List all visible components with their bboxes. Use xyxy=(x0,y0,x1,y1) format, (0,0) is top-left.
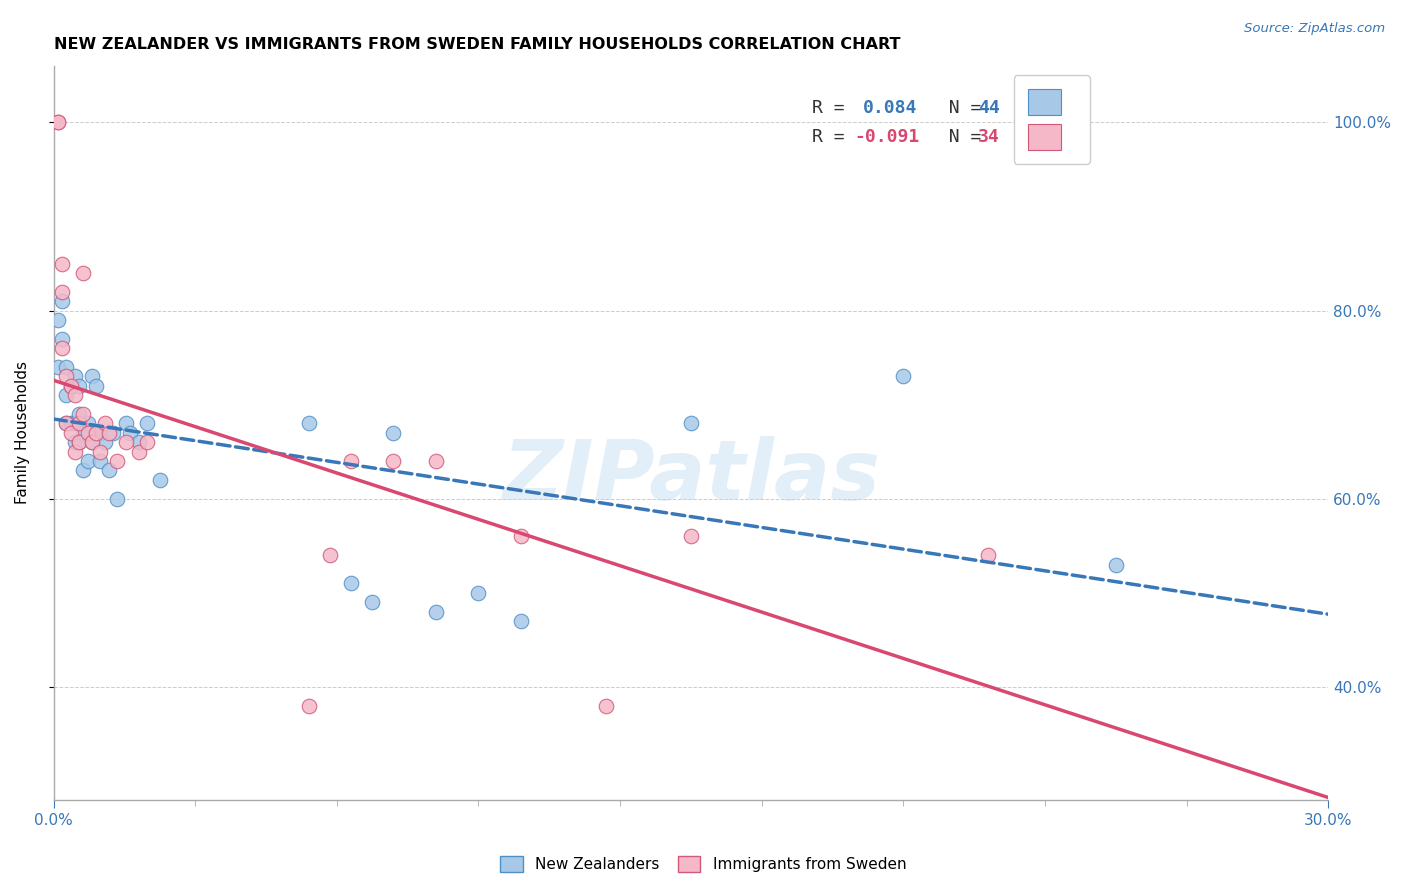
Point xyxy=(84,379,107,393)
Text: N =: N = xyxy=(927,99,991,117)
Text: R =: R = xyxy=(811,128,855,146)
Point xyxy=(297,417,319,431)
Point xyxy=(136,417,159,431)
Point xyxy=(59,379,82,393)
Point xyxy=(128,435,150,450)
Point xyxy=(136,435,159,450)
Point xyxy=(105,454,128,468)
Point xyxy=(80,369,103,384)
Point xyxy=(63,417,86,431)
Point xyxy=(977,548,1000,562)
Point xyxy=(84,425,107,440)
Text: ZIPatlas: ZIPatlas xyxy=(502,436,880,517)
Point xyxy=(55,417,77,431)
Point xyxy=(51,341,73,355)
Point xyxy=(67,379,90,393)
Point xyxy=(46,115,69,129)
Point xyxy=(340,454,363,468)
Point xyxy=(51,332,73,346)
Point xyxy=(63,369,86,384)
Point xyxy=(510,529,533,543)
Point xyxy=(382,454,405,468)
Text: R =: R = xyxy=(811,99,866,117)
Point xyxy=(55,417,77,431)
Point xyxy=(72,425,94,440)
Point xyxy=(1105,558,1128,572)
Point xyxy=(101,425,124,440)
Point xyxy=(63,435,86,450)
Point xyxy=(80,435,103,450)
Point xyxy=(72,407,94,421)
Point xyxy=(382,425,405,440)
Text: 34: 34 xyxy=(977,128,1000,146)
Point xyxy=(63,444,86,458)
Point xyxy=(46,115,69,129)
Point xyxy=(72,266,94,280)
Point xyxy=(319,548,342,562)
Point xyxy=(93,435,115,450)
Point xyxy=(97,425,120,440)
Text: Source: ZipAtlas.com: Source: ZipAtlas.com xyxy=(1244,22,1385,36)
Point xyxy=(97,463,120,477)
Point xyxy=(891,369,914,384)
Point xyxy=(67,435,90,450)
Point xyxy=(89,444,111,458)
Point xyxy=(114,417,136,431)
Point xyxy=(89,425,111,440)
Point xyxy=(679,417,702,431)
Point xyxy=(67,435,90,450)
Text: 0.084: 0.084 xyxy=(863,99,917,117)
Text: -0.091: -0.091 xyxy=(853,128,920,146)
Point xyxy=(51,285,73,299)
Point xyxy=(46,359,69,374)
Point xyxy=(679,529,702,543)
Point xyxy=(59,425,82,440)
Legend: New Zealanders, Immigrants from Sweden: New Zealanders, Immigrants from Sweden xyxy=(492,848,914,880)
Point xyxy=(425,454,447,468)
Point xyxy=(80,435,103,450)
Point xyxy=(84,425,107,440)
Point xyxy=(51,294,73,309)
Y-axis label: Family Households: Family Households xyxy=(15,361,30,504)
Point xyxy=(297,698,319,713)
Point xyxy=(55,388,77,402)
Point xyxy=(361,595,384,609)
Text: NEW ZEALANDER VS IMMIGRANTS FROM SWEDEN FAMILY HOUSEHOLDS CORRELATION CHART: NEW ZEALANDER VS IMMIGRANTS FROM SWEDEN … xyxy=(53,37,900,53)
Point xyxy=(46,313,69,327)
Point xyxy=(510,614,533,628)
Point xyxy=(128,444,150,458)
Point xyxy=(105,491,128,506)
Text: N =: N = xyxy=(927,128,991,146)
Point xyxy=(595,698,617,713)
Point xyxy=(55,369,77,384)
Point xyxy=(67,417,90,431)
Point xyxy=(76,425,98,440)
Point xyxy=(467,586,489,600)
Point xyxy=(67,407,90,421)
Legend: , : , xyxy=(1014,75,1090,164)
Point xyxy=(76,454,98,468)
Point xyxy=(59,417,82,431)
Point xyxy=(340,576,363,591)
Point xyxy=(425,605,447,619)
Point xyxy=(76,417,98,431)
Point xyxy=(55,359,77,374)
Text: 44: 44 xyxy=(977,99,1000,117)
Point xyxy=(89,454,111,468)
Point xyxy=(120,425,142,440)
Point xyxy=(72,463,94,477)
Point xyxy=(63,388,86,402)
Point xyxy=(114,435,136,450)
Point xyxy=(149,473,172,487)
Point xyxy=(93,417,115,431)
Point xyxy=(51,256,73,270)
Point xyxy=(59,379,82,393)
